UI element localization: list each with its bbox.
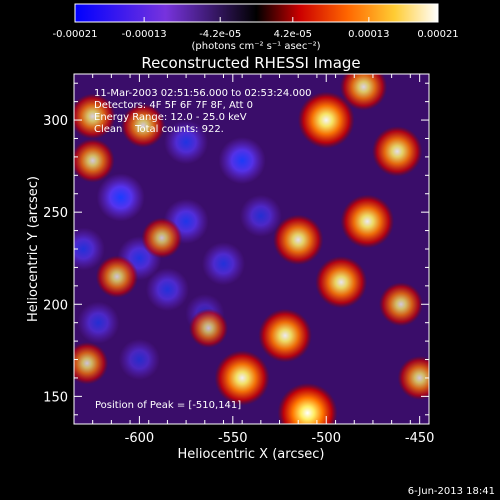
bright-source: [74, 342, 109, 385]
y-tick-label: 300: [43, 114, 68, 129]
peak-position-label: Position of Peak = [-510,141]: [95, 400, 241, 411]
info-block: 11-Mar-2003 02:51:56.000 to 02:53:24.000…: [94, 88, 312, 135]
chart-title: Reconstructed RHESSI Image: [141, 54, 360, 72]
colorbar-tick-label: 0.00021: [417, 29, 458, 40]
bright-source: [378, 282, 423, 327]
dim-source: [145, 268, 189, 312]
y-tick-label: 250: [43, 206, 68, 221]
dim-source: [118, 339, 160, 381]
dim-source: [201, 242, 245, 286]
colorbar: [74, 3, 439, 23]
bright-source: [121, 103, 166, 148]
colorbar-tick-label: -0.00013: [122, 29, 167, 40]
colorbar-tick-label: -4.2e-05: [199, 29, 241, 40]
colorbar-ticks: -0.00021 -0.00013 -4.2e-05 4.2e-05 0.00013 0.…: [53, 17, 459, 40]
heatmap-image: [74, 74, 429, 424]
dim-source: [218, 137, 266, 185]
bright-source: [258, 308, 312, 363]
bright-source: [297, 91, 355, 149]
dim-source: [164, 120, 209, 165]
bright-source: [372, 126, 423, 177]
bright-source: [95, 255, 139, 298]
x-tick-label: -550: [218, 431, 248, 446]
colorbar-tick-label: -0.00021: [53, 29, 98, 40]
bright-source: [74, 93, 116, 140]
info-detectors: Detectors: 4F 5F 6F 7F 8F, Att 0: [94, 100, 253, 111]
info-energy-range: Energy Range: 12.0 - 25.0 keV: [94, 112, 247, 123]
bright-source: [188, 308, 229, 348]
bright-source: [315, 256, 368, 309]
dim-source: [239, 194, 282, 237]
dim-source: [96, 173, 145, 222]
bright-source: [74, 138, 115, 183]
dim-source: [74, 227, 105, 271]
colorbar-tick-label: 0.00013: [348, 29, 389, 40]
x-axis-label: Heliocentric X (arcsec): [178, 447, 325, 462]
y-tick-label: 150: [43, 390, 68, 405]
info-time-range: 11-Mar-2003 02:51:56.000 to 02:53:24.000: [94, 88, 312, 99]
bright-emission-layer: [74, 74, 429, 424]
bright-source: [273, 214, 324, 265]
bright-source: [397, 355, 429, 400]
y-axis-label: Heliocentric Y (arcsec): [26, 176, 41, 322]
axis-ticks: -600 -550 -500 -450 150 200 250 300: [43, 74, 434, 446]
x-tick-label: -450: [405, 431, 435, 446]
bright-source: [214, 350, 270, 406]
y-tick-label: 200: [43, 298, 68, 313]
x-tick-label: -500: [311, 431, 341, 446]
colorbar-tick-label: 4.2e-05: [274, 29, 312, 40]
bright-source: [277, 382, 338, 424]
bright-source: [340, 74, 388, 111]
x-tick-label: -600: [125, 431, 155, 446]
bright-source: [340, 194, 395, 249]
colorbar-unit-label: (photons cm⁻² s⁻¹ asec⁻²): [191, 41, 320, 52]
info-clean-counts: Clean Total counts: 922.: [94, 124, 224, 135]
bright-source: [141, 217, 183, 259]
timestamp: 6-Jun-2013 18:41: [408, 486, 495, 497]
dim-source: [77, 301, 120, 344]
